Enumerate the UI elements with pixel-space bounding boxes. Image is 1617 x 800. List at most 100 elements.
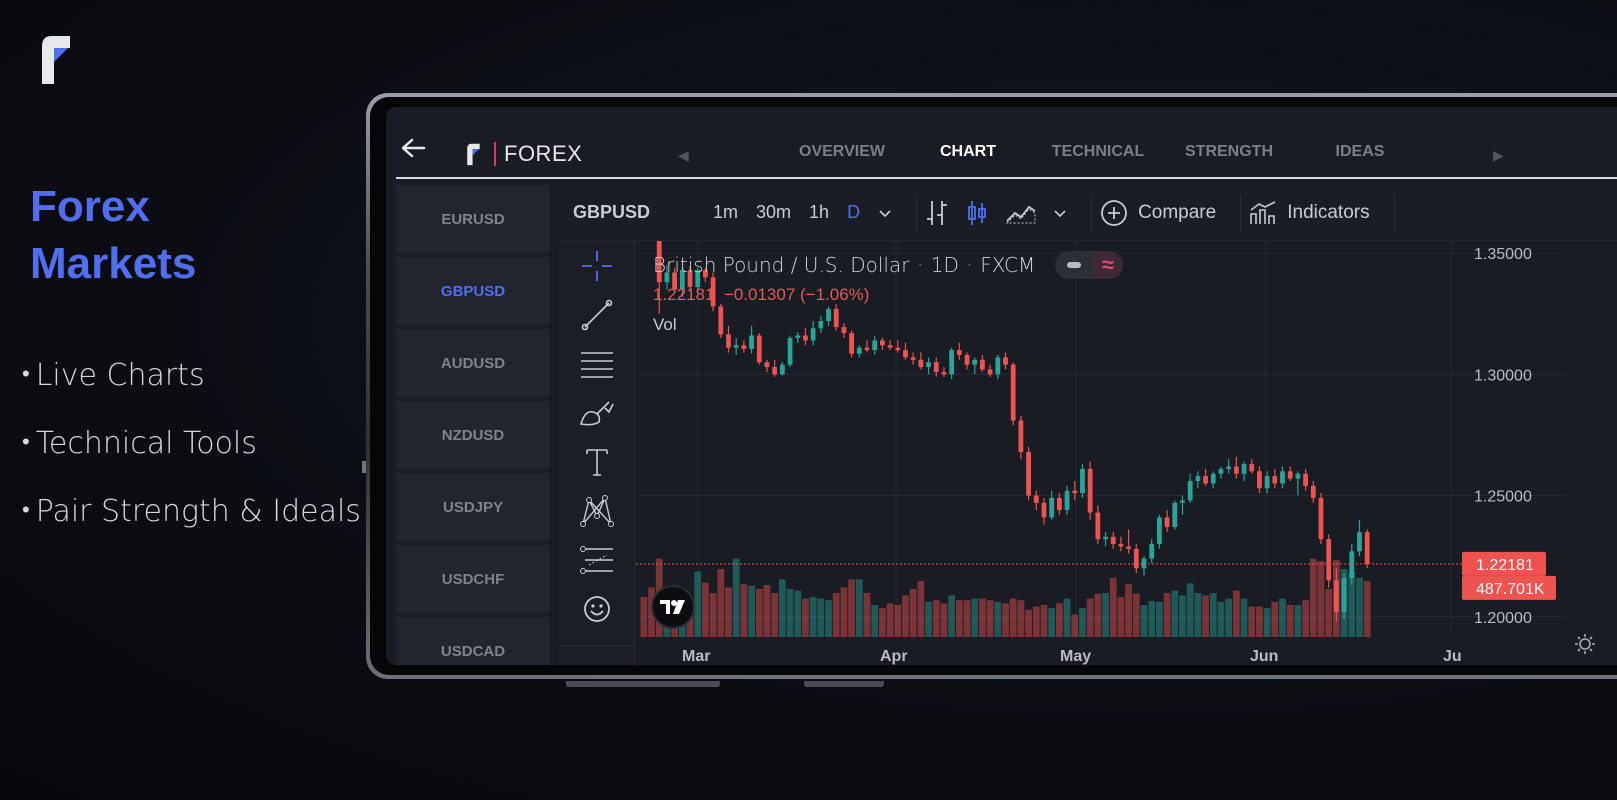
volume-bar xyxy=(1186,583,1194,637)
compare-button[interactable]: Compare xyxy=(1100,199,1216,227)
candle-body xyxy=(1095,512,1101,540)
volume-bar xyxy=(725,587,732,637)
volume-bar xyxy=(802,598,809,637)
trend-line-tool[interactable] xyxy=(559,290,634,339)
timeframe-30m[interactable]: 30m xyxy=(756,202,792,222)
tabs-scroll-left-icon[interactable]: ◀ xyxy=(678,147,689,163)
candle-body xyxy=(956,350,962,355)
header-divider xyxy=(396,177,1617,179)
feature-item: • Live Charts xyxy=(22,358,205,393)
y-tick-label: 1.25000 xyxy=(1474,489,1532,506)
volume-bar xyxy=(863,593,871,637)
candle-body xyxy=(1118,544,1124,547)
timeframe-dropdown-icon[interactable] xyxy=(878,208,892,218)
legend-last-value: 1.22181 xyxy=(653,285,715,304)
volume-bar xyxy=(894,605,902,637)
pair-item-nzdusd[interactable]: NZDUSD xyxy=(396,401,550,469)
feature-label: Technical Tools xyxy=(35,426,257,461)
tab-chart[interactable]: CHART xyxy=(940,143,996,160)
x-tick-label: Jun xyxy=(1250,648,1278,665)
candle-body xyxy=(672,272,678,290)
feature-item: • Pair Strength & Ideals xyxy=(22,494,361,529)
candle-body xyxy=(1026,451,1031,496)
candle-body xyxy=(1010,364,1016,421)
candle-body xyxy=(1080,468,1085,494)
pair-item-usdjpy[interactable]: USDJPY xyxy=(396,473,550,541)
candle-body xyxy=(1157,517,1162,545)
volume-bar xyxy=(1040,605,1048,637)
candle-body xyxy=(1257,471,1262,489)
volume-bar xyxy=(709,593,717,637)
settings-icon[interactable] xyxy=(1574,633,1596,655)
promo-title-line2: Markets xyxy=(30,239,197,288)
promo-title: Forex Markets xyxy=(30,178,196,292)
volume-bar xyxy=(1317,561,1325,637)
pattern-tool[interactable] xyxy=(559,486,634,535)
timeframe-1m[interactable]: 1m xyxy=(713,202,739,222)
volume-bar xyxy=(840,587,848,637)
candle-body xyxy=(749,335,754,349)
volume-bar xyxy=(1163,593,1171,637)
indicators-button[interactable]: Indicators xyxy=(1249,200,1370,226)
pair-item-usdcad[interactable]: USDCAD xyxy=(396,617,550,665)
volume-bar xyxy=(740,584,748,637)
pair-item-eurusd[interactable]: EURUSD xyxy=(396,185,550,253)
wave-icon: ≈ xyxy=(1092,251,1124,279)
candle-body xyxy=(703,270,708,278)
timeframe-1h[interactable]: 1h xyxy=(809,202,830,222)
volume-bar xyxy=(1025,609,1032,637)
pair-item-audusd[interactable]: AUDUSD xyxy=(396,329,550,397)
volume-bar xyxy=(1048,608,1056,637)
volume-bar xyxy=(1171,590,1179,637)
volume-bar xyxy=(1279,598,1286,637)
brand-logo xyxy=(42,36,70,84)
text-tool[interactable] xyxy=(559,437,634,486)
bar-style-icon[interactable] xyxy=(925,199,949,227)
back-arrow-icon[interactable] xyxy=(400,137,426,159)
volume-bar xyxy=(817,598,825,637)
toolbar-separator xyxy=(1240,194,1242,231)
tab-technical[interactable]: TECHNICAL xyxy=(1051,143,1145,160)
phone-volume-button xyxy=(566,681,720,687)
candle-body xyxy=(787,337,793,365)
emoji-tool[interactable] xyxy=(559,584,634,633)
volume-bar xyxy=(702,582,709,637)
volume-bar xyxy=(1117,597,1125,637)
legend-toggle[interactable]: ≈ xyxy=(1055,251,1124,279)
volume-bar xyxy=(1179,595,1186,637)
candle-body xyxy=(1280,471,1285,484)
symbol-label[interactable]: GBPUSD xyxy=(573,202,651,222)
pair-item-usdchf[interactable]: USDCHF xyxy=(396,545,550,613)
tab-ideas[interactable]: IDEAS xyxy=(1335,143,1385,160)
volume-bar xyxy=(1256,606,1263,637)
timeframe-d[interactable]: D xyxy=(847,202,861,222)
prediction-tool[interactable] xyxy=(559,535,634,584)
candle-body xyxy=(695,270,701,288)
brand-separator xyxy=(494,142,496,166)
volume-bar xyxy=(963,600,971,637)
candle-style-icon[interactable] xyxy=(965,199,989,227)
candle-body xyxy=(764,362,770,368)
volume-bar xyxy=(948,595,956,637)
phone-frame: FOREX ◀ OVERVIEW CHART TECHNICAL STRENGT… xyxy=(362,93,1617,687)
legend-change: −0.01307 (−1.06%) xyxy=(723,285,870,304)
area-style-icon[interactable] xyxy=(1005,201,1037,225)
candle-body xyxy=(1310,485,1316,498)
crosshair-tool[interactable] xyxy=(559,241,634,290)
pair-item-gbpusd[interactable]: GBPUSD xyxy=(396,257,550,325)
chart-area[interactable]: 1.35000 1.30000 1.25000 1.20000 Mar Apr May Jun… xyxy=(636,241,1617,665)
tabs-scroll-right-icon[interactable]: ▶ xyxy=(1493,147,1504,163)
volume-bar xyxy=(1240,598,1248,637)
candle-body xyxy=(779,364,785,375)
brush-icon xyxy=(579,400,614,425)
candle-body xyxy=(1272,476,1278,484)
candle-body xyxy=(664,272,670,283)
candle-body xyxy=(726,334,731,348)
chart-style-dropdown-icon[interactable] xyxy=(1053,208,1067,218)
tab-strength[interactable]: STRENGTH xyxy=(1185,143,1273,160)
tab-overview[interactable]: OVERVIEW xyxy=(799,143,885,160)
fib-tool[interactable] xyxy=(559,339,634,388)
price-chart[interactable]: 1.35000 1.30000 1.25000 1.20000 Mar Apr May Jun… xyxy=(636,241,1566,665)
brush-tool[interactable] xyxy=(559,388,634,437)
tradingview-logo[interactable] xyxy=(651,585,695,629)
